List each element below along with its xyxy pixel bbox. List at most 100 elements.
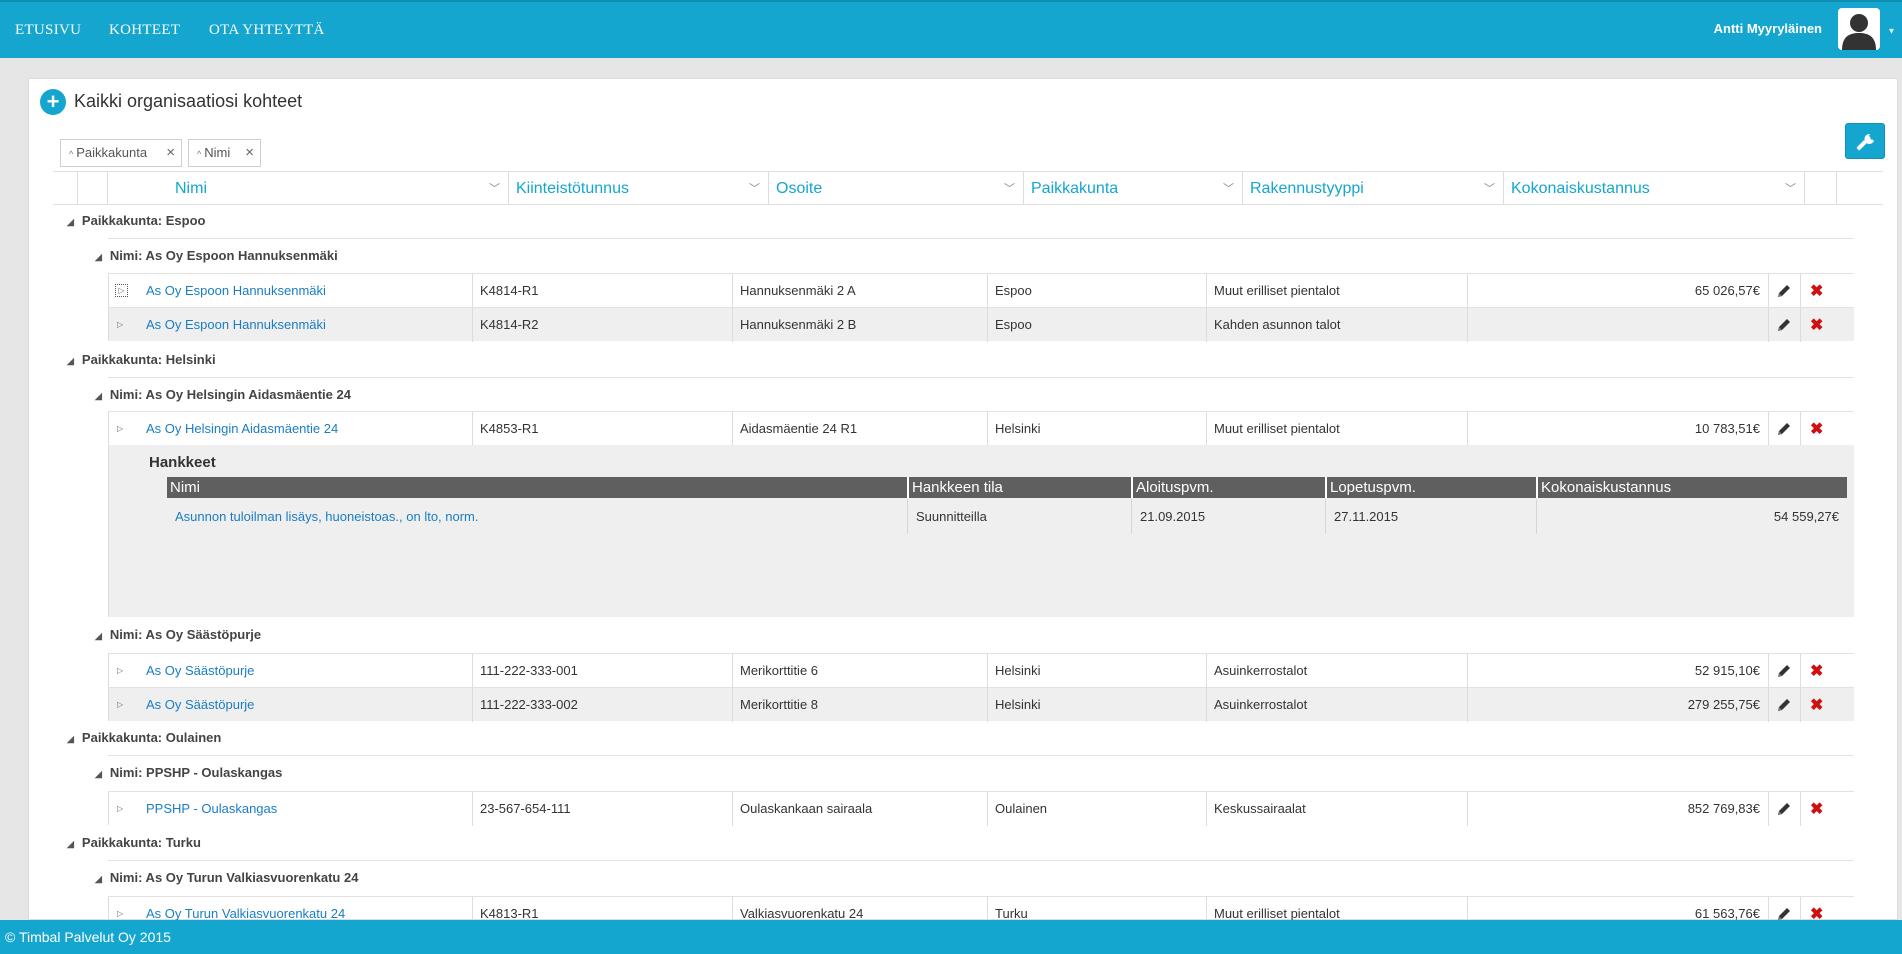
group-header-nimi[interactable]: ◢ Nimi: As Oy Turun Valkiasvuorenkatu 24 xyxy=(95,870,359,885)
detail-tila: Suunnitteilla xyxy=(907,499,1131,534)
detail-header-kustannus[interactable]: Kokonaiskustannus xyxy=(1536,477,1847,498)
detail-header-tila[interactable]: Hankkeen tila xyxy=(907,477,1131,498)
table-row[interactable]: ▷ As Oy Espoon Hannuksenmäki K4814-R1 Hannu… xyxy=(108,273,1854,308)
row-name-link[interactable]: As Oy Espoon Hannuksenmäki xyxy=(146,317,326,332)
expand-row-icon[interactable]: ▷ xyxy=(117,909,124,918)
expand-row-icon[interactable]: ▷ xyxy=(117,700,124,709)
add-icon[interactable]: + xyxy=(40,89,66,115)
expand-row-icon[interactable]: ▷ xyxy=(117,320,124,329)
delete-icon[interactable]: ✖ xyxy=(1810,906,1824,923)
detail-project-link[interactable]: Asunnon tuloilman lisäys, huoneistoas., … xyxy=(175,509,479,524)
group-header-paikkakunta[interactable]: ◢ Paikkakunta: Turku xyxy=(67,835,201,850)
wrench-icon xyxy=(1856,133,1874,151)
remove-chip-icon[interactable]: × xyxy=(245,144,254,161)
table-row[interactable]: ▷ As Oy Säästöpurje 111-222-333-001 Merikor… xyxy=(108,653,1854,688)
sort-asc-icon: ^ xyxy=(69,149,74,159)
row-osoite: Merikorttitie 8 xyxy=(732,688,987,722)
edit-pencil-icon[interactable] xyxy=(1776,801,1792,817)
group-header-nimi[interactable]: ◢ Nimi: As Oy Helsingin Aidasmäentie 24 xyxy=(95,387,351,402)
delete-icon[interactable]: ✖ xyxy=(1810,697,1824,714)
row-kokonaiskustannus xyxy=(1467,308,1768,342)
delete-icon[interactable]: ✖ xyxy=(1810,421,1824,438)
group-header-nimi[interactable]: ◢ Nimi: PPSHP - Oulaskangas xyxy=(95,765,283,780)
header-delete-spacer xyxy=(1836,172,1883,205)
table-row[interactable]: ▷ As Oy Helsingin Aidasmäentie 24 K4853-R1… xyxy=(108,411,1854,446)
edit-pencil-icon[interactable] xyxy=(1776,663,1792,679)
row-kiinteistotunnus: 111-222-333-001 xyxy=(472,654,732,688)
settings-button[interactable] xyxy=(1845,123,1885,159)
edit-pencil-icon[interactable] xyxy=(1776,283,1792,299)
row-name-link[interactable]: As Oy Turun Valkiasvuorenkatu 24 xyxy=(146,906,346,921)
detail-lopetus: 27.11.2015 xyxy=(1325,499,1536,534)
row-name-link[interactable]: PPSHP - Oulaskangas xyxy=(146,801,278,816)
expand-row-icon[interactable]: ▷ xyxy=(115,284,128,297)
user-silhouette-icon xyxy=(1842,14,1876,50)
header-nimi[interactable]: Nimi ﹀ xyxy=(137,172,508,205)
row-kiinteistotunnus: K4814-R2 xyxy=(472,308,732,342)
user-name[interactable]: Antti Myyryläinen xyxy=(1713,21,1822,36)
nav-ota-yhteytta[interactable]: OTA YHTEYTTÄ xyxy=(209,22,325,38)
header-edit-spacer xyxy=(1804,172,1836,205)
row-rakennustyyppi: Asuinkerrostalot xyxy=(1206,688,1467,722)
table-row[interactable]: ▷ As Oy Espoon Hannuksenmäki K4814-R2 Hannu… xyxy=(108,307,1855,342)
chevron-down-icon: ﹀ xyxy=(749,183,760,195)
edit-pencil-icon[interactable] xyxy=(1776,906,1792,922)
table-row[interactable]: ▷ PPSHP - Oulaskangas 23-567-654-111 Oulask… xyxy=(108,791,1854,826)
header-paikkakunta[interactable]: Paikkakunta ﹀ xyxy=(1023,172,1242,205)
copyright: © Timbal Palvelut Oy 2015 xyxy=(5,929,171,945)
collapse-icon: ◢ xyxy=(67,734,74,744)
table-row[interactable]: ▷ As Oy Säästöpurje 111-222-333-002 Merikor… xyxy=(108,687,1854,722)
header-rakennustyyppi[interactable]: Rakennustyyppi ﹀ xyxy=(1242,172,1503,205)
top-navbar: ETUSIVU KOHTEET OTA YHTEYTTÄ Antti Myyry… xyxy=(0,0,1902,58)
collapse-icon: ◢ xyxy=(67,356,74,366)
row-name-link[interactable]: As Oy Espoon Hannuksenmäki xyxy=(146,283,326,298)
header-osoite[interactable]: Osoite ﹀ xyxy=(768,172,1023,205)
footer: © Timbal Palvelut Oy 2015 xyxy=(0,920,1902,954)
row-name-link[interactable]: As Oy Säästöpurje xyxy=(146,663,255,678)
detail-header-lopetus[interactable]: Lopetuspvm. xyxy=(1325,477,1536,498)
collapse-icon: ◢ xyxy=(95,391,102,401)
row-rakennustyyppi: Kahden asunnon talot xyxy=(1206,308,1467,342)
row-osoite: Hannuksenmäki 2 B xyxy=(732,308,987,342)
delete-icon[interactable]: ✖ xyxy=(1810,317,1824,334)
group-header-paikkakunta[interactable]: ◢ Paikkakunta: Oulainen xyxy=(67,730,222,745)
row-osoite: Hannuksenmäki 2 A xyxy=(732,274,987,308)
expand-row-icon[interactable]: ▷ xyxy=(117,666,124,675)
row-name-link[interactable]: As Oy Säästöpurje xyxy=(146,697,255,712)
row-edit-cell xyxy=(1768,688,1800,722)
group-header-nimi[interactable]: ◢ Nimi: As Oy Espoon Hannuksenmäki xyxy=(95,248,338,263)
row-kiinteistotunnus: 111-222-333-002 xyxy=(472,688,732,722)
row-paikkakunta: Helsinki xyxy=(987,688,1206,722)
table-row[interactable]: ▷ As Oy Turun Valkiasvuorenkatu 24 K4813-R… xyxy=(108,896,1854,931)
nav-etusivu[interactable]: ETUSIVU xyxy=(15,22,82,38)
delete-icon[interactable]: ✖ xyxy=(1810,801,1824,818)
delete-icon[interactable]: ✖ xyxy=(1810,283,1824,300)
detail-header-aloitus[interactable]: Aloituspvm. xyxy=(1131,477,1325,498)
group-chip-nimi[interactable]: ^ Nimi × xyxy=(188,139,261,167)
nav-kohteet[interactable]: KOHTEET xyxy=(109,22,181,38)
detail-row: Asunnon tuloilman lisäys, huoneistoas., … xyxy=(167,499,1847,534)
delete-icon[interactable]: ✖ xyxy=(1810,663,1824,680)
group-header-paikkakunta[interactable]: ◢ Paikkakunta: Helsinki xyxy=(67,352,216,367)
edit-pencil-icon[interactable] xyxy=(1776,317,1792,333)
row-detail-panel: Hankkeet Nimi Hankkeen tila Aloituspvm. … xyxy=(108,445,1854,617)
group-header-paikkakunta[interactable]: ◢ Paikkakunta: Espoo xyxy=(67,213,206,228)
row-delete-cell xyxy=(1800,308,1855,342)
detail-kustannus: 54 559,27€ xyxy=(1536,499,1847,534)
row-paikkakunta: Turku xyxy=(987,897,1206,931)
avatar[interactable] xyxy=(1838,8,1880,50)
expand-row-icon[interactable]: ▷ xyxy=(117,424,124,433)
chevron-down-icon[interactable]: ▾ xyxy=(1888,26,1894,37)
detail-header-nimi[interactable]: Nimi xyxy=(170,479,200,496)
header-group-spacer xyxy=(77,172,107,205)
header-kokonaiskustannus[interactable]: Kokonaiskustannus ﹀ xyxy=(1503,172,1804,205)
expand-row-icon[interactable]: ▷ xyxy=(117,804,124,813)
edit-pencil-icon[interactable] xyxy=(1776,421,1792,437)
group-chip-paikkakunta[interactable]: ^ Paikkakunta × xyxy=(60,139,182,167)
row-name-link[interactable]: As Oy Helsingin Aidasmäentie 24 xyxy=(146,421,339,436)
edit-pencil-icon[interactable] xyxy=(1776,697,1792,713)
header-kiinteistotunnus[interactable]: Kiinteistötunnus ﹀ xyxy=(508,172,768,205)
row-osoite: Merikorttitie 6 xyxy=(732,654,987,688)
group-header-nimi[interactable]: ◢ Nimi: As Oy Säästöpurje xyxy=(95,627,262,642)
remove-chip-icon[interactable]: × xyxy=(166,144,175,161)
